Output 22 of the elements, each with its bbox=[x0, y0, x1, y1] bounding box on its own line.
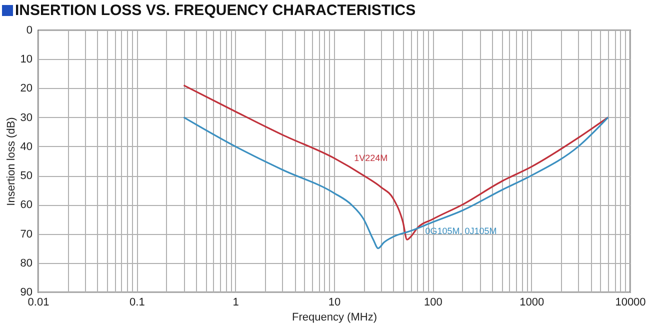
x-tick-label: 0.1 bbox=[130, 296, 145, 308]
y-tick-label: 60 bbox=[20, 199, 32, 212]
x-tick-label: 1000 bbox=[520, 296, 544, 308]
x-tick-label: 1 bbox=[232, 296, 239, 308]
y-tick-label: 70 bbox=[20, 228, 32, 240]
x-tick-label: 100 bbox=[424, 296, 442, 308]
chart-title: INSERTION LOSS VS. FREQUENCY CHARACTERISTICS bbox=[15, 2, 416, 18]
y-tick-label: 50 bbox=[20, 170, 32, 182]
y-tick-label: 40 bbox=[20, 140, 32, 153]
x-tick-label: 10000 bbox=[615, 296, 646, 308]
x-tick-label: 0.01 bbox=[28, 296, 50, 308]
y-tick-label: 0 bbox=[26, 24, 32, 36]
y-tick-label: 30 bbox=[20, 112, 32, 124]
series-label: 0G105M, 0J105M bbox=[425, 226, 497, 236]
x-axis-title: Frequency (MHz) bbox=[292, 312, 377, 324]
y-tick-label: 20 bbox=[20, 82, 32, 95]
y-axis-title: Insertion loss (dB) bbox=[5, 117, 18, 206]
y-tick-label: 10 bbox=[20, 54, 32, 66]
series-label: 1V224M bbox=[354, 153, 388, 164]
y-tick-label: 90 bbox=[20, 286, 32, 298]
x-tick-label: 10 bbox=[328, 296, 341, 308]
y-tick-label: 80 bbox=[20, 257, 32, 270]
